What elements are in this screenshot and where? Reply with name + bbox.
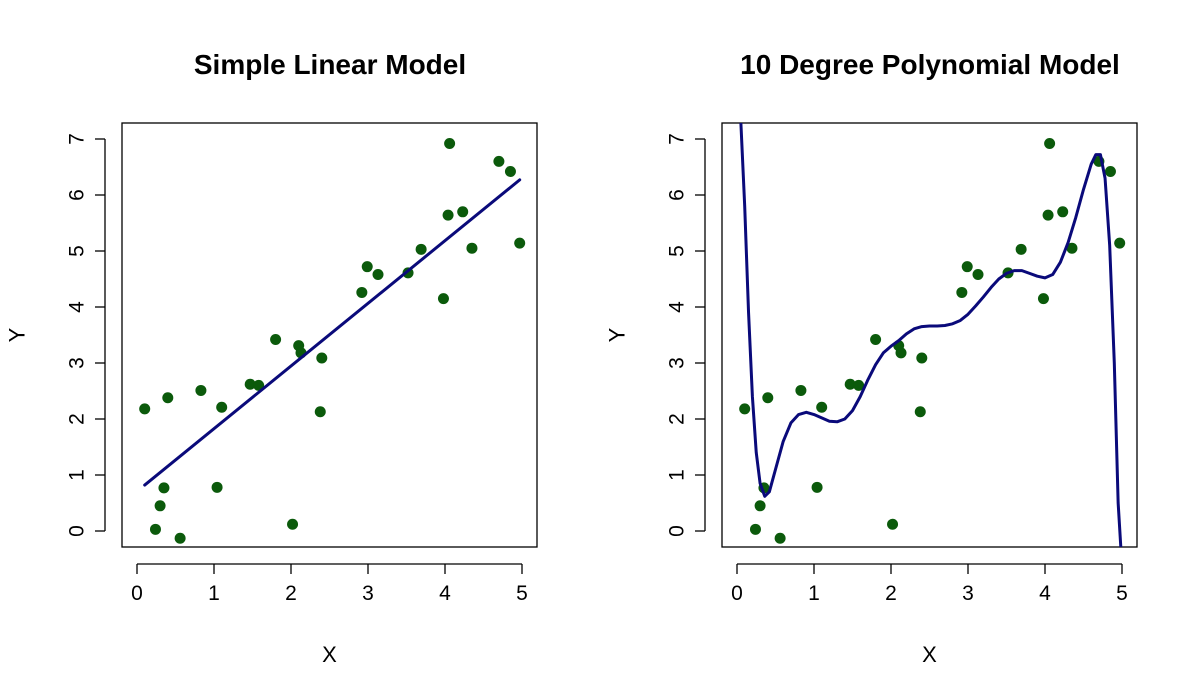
plot-frame xyxy=(721,122,1138,548)
data-point xyxy=(270,333,282,345)
y-tick-label: 4 xyxy=(66,301,89,313)
x-tick-label: 0 xyxy=(131,582,143,605)
data-point xyxy=(749,523,761,535)
chart-title: 10 Degree Polynomial Model xyxy=(740,49,1120,80)
y-tick-label: 7 xyxy=(666,133,689,145)
y-tick-label: 1 xyxy=(66,469,89,481)
data-point xyxy=(162,392,174,404)
plot-area xyxy=(739,123,1126,547)
data-point xyxy=(195,384,207,396)
data-point xyxy=(774,532,786,544)
x-tick-label: 3 xyxy=(362,582,374,605)
data-point xyxy=(158,482,170,494)
regression-line xyxy=(143,178,522,487)
x-tick-label: 2 xyxy=(285,582,297,605)
data-point xyxy=(754,500,766,512)
data-point xyxy=(916,352,928,364)
data-point xyxy=(1057,206,1069,218)
x-tick-label: 5 xyxy=(1116,582,1128,605)
x-tick-label: 0 xyxy=(731,582,743,605)
y-axis-label: Y xyxy=(5,327,30,342)
y-axis-label: Y xyxy=(605,327,630,342)
data-point xyxy=(244,378,256,390)
y-tick-label: 6 xyxy=(66,189,89,201)
x-tick-label: 1 xyxy=(808,582,820,605)
data-point xyxy=(739,403,751,415)
data-point xyxy=(870,333,882,345)
data-point xyxy=(211,481,223,493)
data-point xyxy=(361,261,373,273)
data-point xyxy=(811,481,823,493)
x-axis-label: X xyxy=(922,642,937,667)
panel-simple-linear-model: Simple Linear Model 0 1 2 3 4 5 X 0 1 2 3 4 5 6 7 Y xyxy=(5,49,538,667)
data-point xyxy=(895,347,907,359)
data-point xyxy=(174,532,186,544)
x-tick-label: 1 xyxy=(208,582,220,605)
data-point xyxy=(514,237,526,249)
data-point xyxy=(887,518,899,530)
data-point xyxy=(1104,165,1116,177)
data-point xyxy=(844,378,856,390)
y-tick-label: 0 xyxy=(666,525,689,537)
x-tick-label: 4 xyxy=(439,582,451,605)
data-point xyxy=(961,261,973,273)
data-point xyxy=(444,137,456,149)
data-point xyxy=(216,401,228,413)
y-tick-label: 1 xyxy=(666,469,689,481)
data-point xyxy=(316,352,328,364)
data-point xyxy=(493,155,505,167)
y-tick-label: 5 xyxy=(66,245,89,257)
data-point xyxy=(795,384,807,396)
data-point xyxy=(914,406,926,418)
y-tick-label: 2 xyxy=(66,413,89,425)
data-point xyxy=(816,401,828,413)
data-point xyxy=(1114,237,1126,249)
plot-area xyxy=(139,137,526,544)
data-point xyxy=(287,518,299,530)
y-tick-label: 5 xyxy=(666,245,689,257)
plot-frame xyxy=(121,122,538,548)
x-tick-label: 5 xyxy=(516,582,528,605)
data-point xyxy=(149,523,161,535)
y-tick-label: 3 xyxy=(666,357,689,369)
data-point xyxy=(1037,293,1049,305)
data-point xyxy=(762,392,774,404)
y-tick-label: 4 xyxy=(666,301,689,313)
data-point xyxy=(853,379,865,391)
data-point xyxy=(356,286,368,298)
data-point xyxy=(437,293,449,305)
y-tick-label: 6 xyxy=(666,189,689,201)
data-point xyxy=(372,269,384,281)
polynomial-fit-curve xyxy=(739,123,1123,547)
data-point xyxy=(1044,137,1056,149)
data-point xyxy=(956,286,968,298)
y-tick-label: 2 xyxy=(666,413,689,425)
data-point xyxy=(466,242,478,254)
y-tick-label: 0 xyxy=(66,525,89,537)
data-point xyxy=(1015,243,1027,255)
y-tick-label: 7 xyxy=(66,133,89,145)
data-point xyxy=(314,406,326,418)
chart-title: Simple Linear Model xyxy=(194,49,466,80)
data-point xyxy=(415,243,427,255)
data-point xyxy=(1042,209,1054,221)
data-point xyxy=(504,165,516,177)
data-point xyxy=(442,209,454,221)
x-tick-label: 3 xyxy=(962,582,974,605)
data-point xyxy=(139,403,151,415)
y-tick-label: 3 xyxy=(66,357,89,369)
x-tick-label: 2 xyxy=(885,582,897,605)
data-point xyxy=(1066,242,1078,254)
data-point xyxy=(972,269,984,281)
x-tick-label: 4 xyxy=(1039,582,1051,605)
data-point xyxy=(253,379,265,391)
data-point xyxy=(154,500,166,512)
data-point xyxy=(457,206,469,218)
panel-polynomial-model: 10 Degree Polynomial Model 0 1 2 3 4 5 X 0 1 2 3 4 5 6… xyxy=(605,49,1138,667)
x-axis-label: X xyxy=(322,642,337,667)
